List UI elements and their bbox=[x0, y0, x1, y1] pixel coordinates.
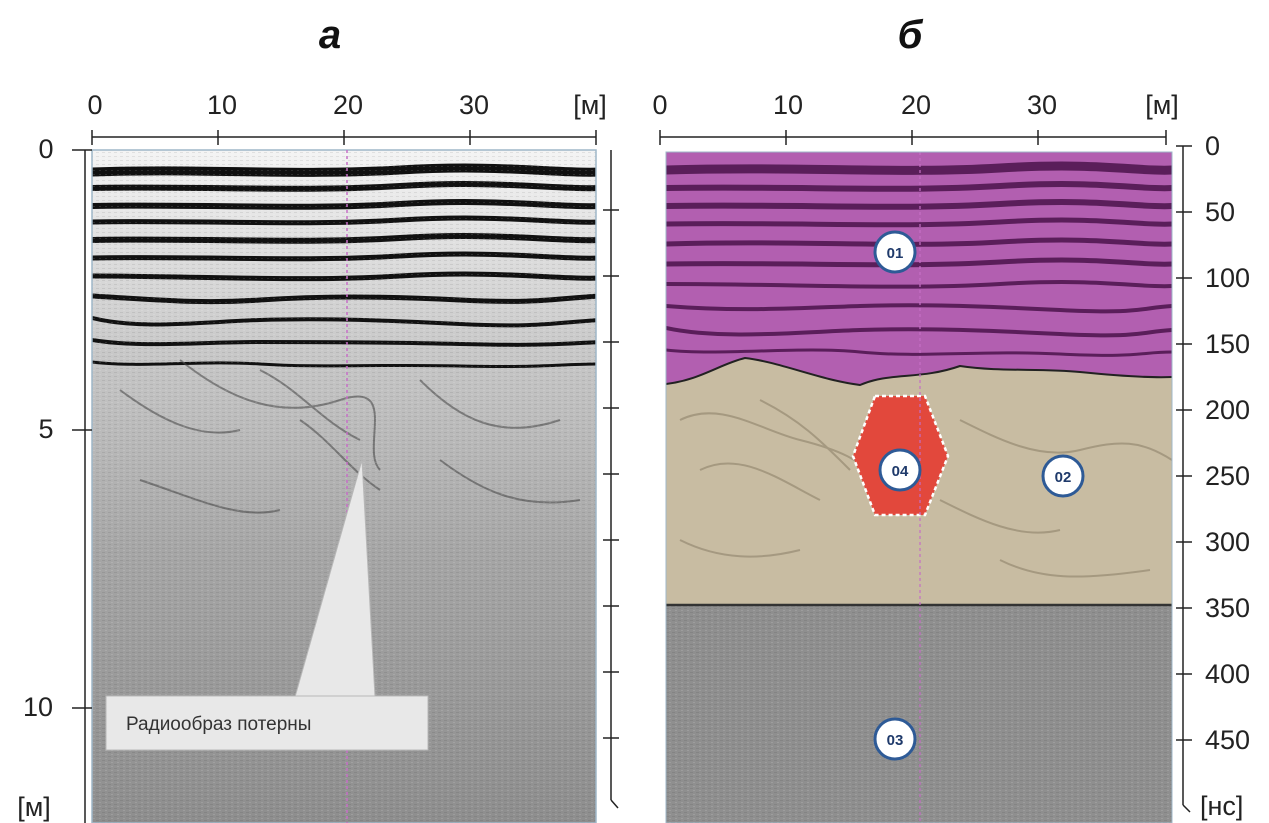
left-tick-0: 0 bbox=[38, 134, 53, 164]
panel-a-top-axis: 0 10 20 30 [м] bbox=[87, 90, 607, 145]
top-tick-b-2: 20 bbox=[901, 90, 931, 120]
top-unit-a: [м] bbox=[573, 90, 607, 120]
right-tick-7: 350 bbox=[1205, 593, 1250, 623]
right-tick-3: 150 bbox=[1205, 329, 1250, 359]
zone-01-badge: 01 bbox=[873, 230, 917, 274]
right-tick-1: 50 bbox=[1205, 197, 1235, 227]
right-tick-2: 100 bbox=[1205, 263, 1250, 293]
zone-03-badge: 03 bbox=[873, 717, 917, 761]
zone-04-badge: 04 bbox=[878, 448, 922, 492]
panel-a-frame bbox=[91, 149, 597, 823]
panel-b-frame bbox=[665, 151, 1173, 823]
panel-a-left-axis: 0 5 10 [м] bbox=[17, 134, 92, 823]
top-tick-a-3: 30 bbox=[459, 90, 489, 120]
top-tick-b-1: 10 bbox=[773, 90, 803, 120]
left-tick-1: 5 bbox=[38, 414, 53, 444]
left-unit: [м] bbox=[17, 792, 51, 822]
zone-01-reflections bbox=[666, 161, 1172, 357]
panel-a: Радиообраз потерны 0 10 20 30 [м] 0 5 10… bbox=[17, 90, 619, 823]
callout-label: Радиообраз потерны bbox=[126, 714, 311, 735]
top-tick-a-0: 0 bbox=[87, 90, 102, 120]
panel-a-right-tick-strip bbox=[603, 150, 619, 809]
right-unit: [нс] bbox=[1200, 791, 1243, 821]
top-unit-b: [м] bbox=[1145, 90, 1179, 120]
right-tick-8: 400 bbox=[1205, 659, 1250, 689]
zone-01-area bbox=[666, 152, 1172, 385]
left-tick-2: 10 bbox=[23, 692, 53, 722]
right-tick-9: 450 bbox=[1205, 725, 1250, 755]
boundary-01-02 bbox=[666, 356, 1172, 387]
zone-02-label: 02 bbox=[1055, 469, 1072, 486]
panel-b: 01 04 02 03 0 10 20 30 [м] bbox=[652, 90, 1250, 823]
zone-02-badge: 02 bbox=[1041, 454, 1085, 498]
panel-b-right-axis: 0 50 100 150 200 250 300 350 400 450 [нс… bbox=[1176, 131, 1250, 821]
top-tick-b-0: 0 bbox=[652, 90, 667, 120]
panel-a-letter: а bbox=[319, 13, 341, 57]
right-tick-0: 0 bbox=[1205, 131, 1220, 161]
right-tick-6: 300 bbox=[1205, 527, 1250, 557]
panel-b-letter: б bbox=[898, 13, 924, 57]
zone-02-texture bbox=[679, 399, 1172, 578]
right-tick-5: 250 bbox=[1205, 461, 1250, 491]
top-tick-b-3: 30 bbox=[1027, 90, 1057, 120]
zone-01-label: 01 bbox=[887, 245, 904, 262]
top-tick-a-1: 10 bbox=[207, 90, 237, 120]
callout-box bbox=[105, 695, 429, 751]
top-tick-a-2: 20 bbox=[333, 90, 363, 120]
panel-b-top-axis: 0 10 20 30 [м] bbox=[652, 90, 1179, 145]
zone-03-label: 03 bbox=[887, 732, 904, 749]
right-tick-4: 200 bbox=[1205, 395, 1250, 425]
zone-04-label: 04 bbox=[892, 463, 909, 480]
